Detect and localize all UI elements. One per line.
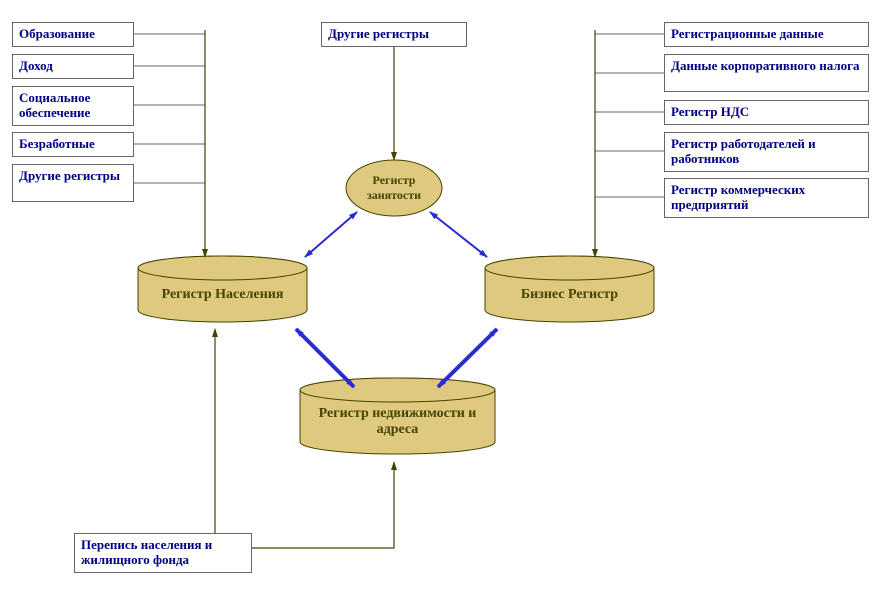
right-box-corptax: Данные корпоративного налога	[664, 54, 869, 92]
bottom-box-census: Перепись населения и жилищного фонда	[74, 533, 252, 573]
blue-arrow-1	[430, 212, 487, 257]
node-business	[485, 256, 654, 322]
top-box-other-registers: Другие регистры	[321, 22, 467, 47]
node-population	[138, 256, 307, 322]
left-box-social: Социальное обеспечение	[12, 86, 134, 126]
right-box-regdata: Регистрационные данные	[664, 22, 869, 47]
right-box-vat: Регистр НДС	[664, 100, 869, 125]
right-box-commerce: Регистр коммерческих предприятий	[664, 178, 869, 218]
blue-arrow-0	[305, 212, 357, 257]
blue-arrow-3	[438, 329, 497, 387]
left-box-unemp: Безработные	[12, 132, 134, 157]
diagram-canvas: Образование Доход Социальное обеспечение Бе…	[0, 0, 889, 600]
left-box-income: Доход	[12, 54, 134, 79]
node-realestate	[300, 378, 495, 454]
right-box-workers: Регистр работодателей и работников	[664, 132, 869, 172]
left-box-otherL: Другие регистры	[12, 164, 134, 202]
blue-arrow-2	[296, 329, 354, 387]
node-employment	[346, 160, 442, 216]
thin-arrow-4	[252, 462, 394, 548]
left-box-edu: Образование	[12, 22, 134, 47]
